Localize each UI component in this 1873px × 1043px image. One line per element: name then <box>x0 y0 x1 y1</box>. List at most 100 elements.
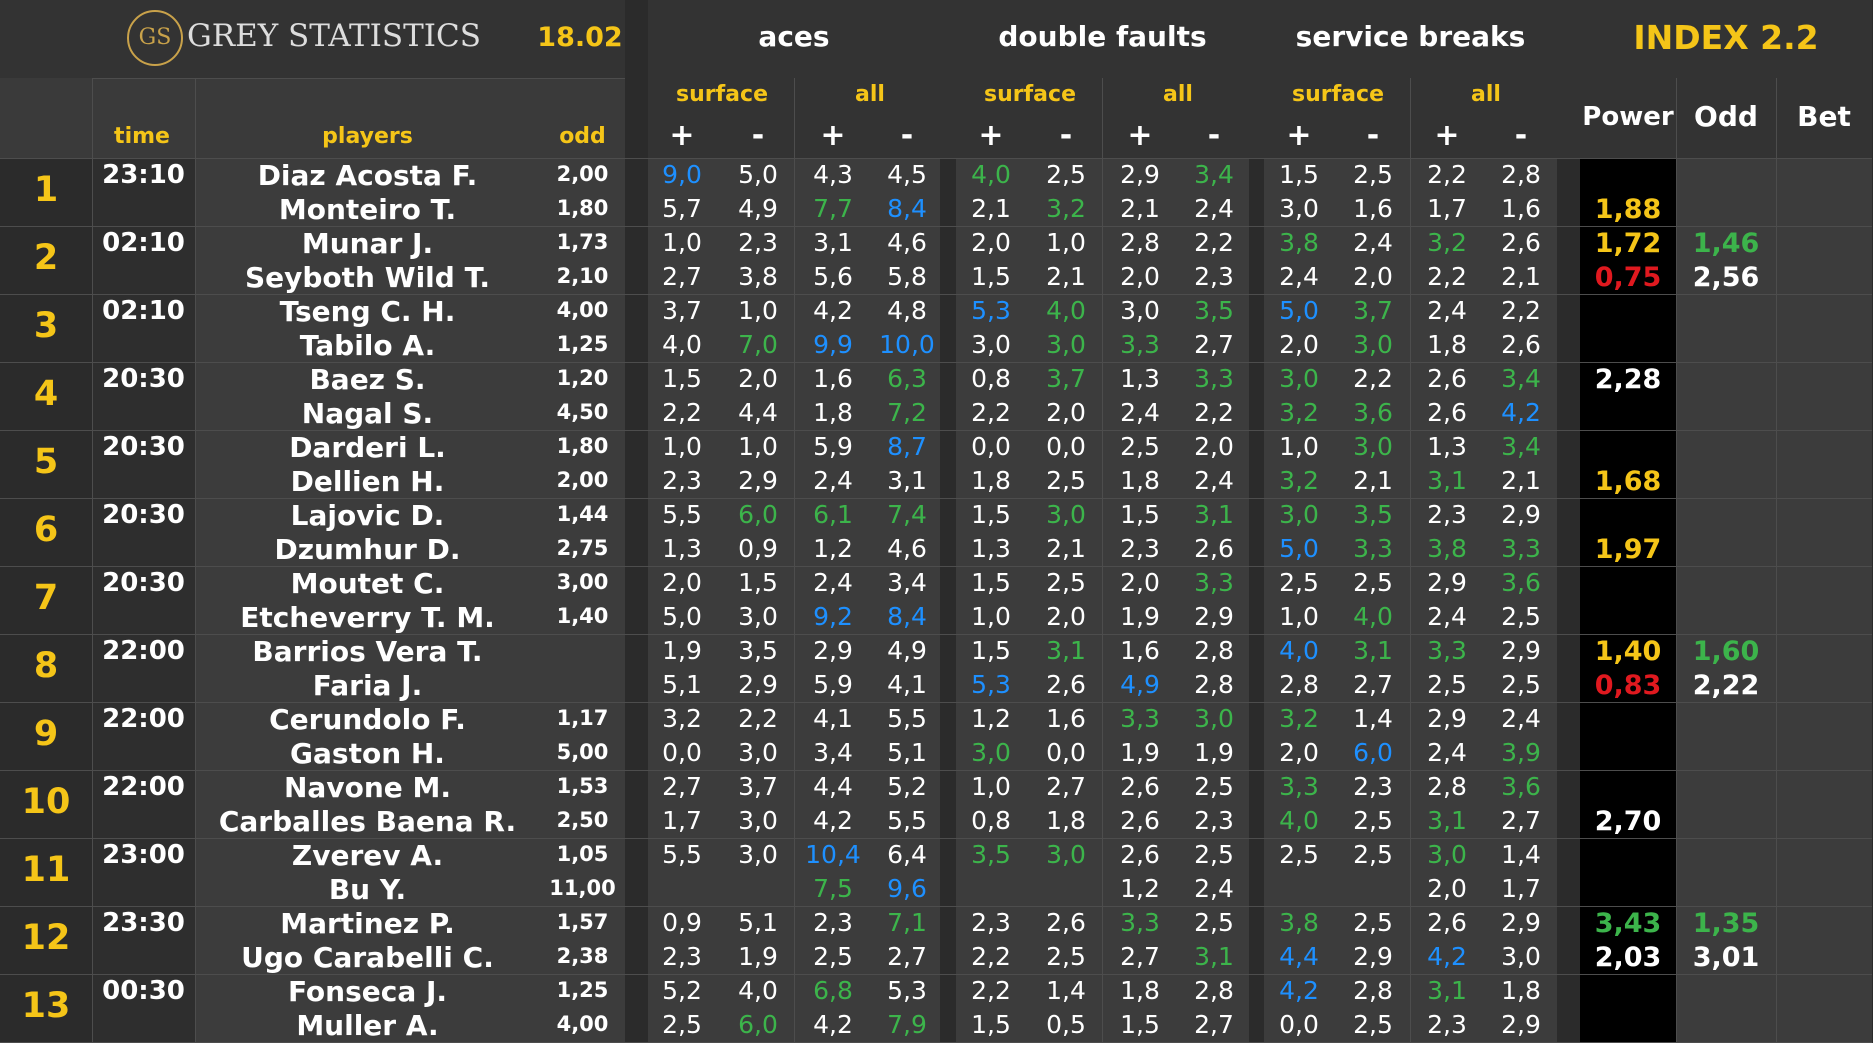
stat-value: 1,3 <box>1427 432 1467 461</box>
stat-value: 3,7 <box>738 772 778 801</box>
stat-value: 5,1 <box>738 908 778 937</box>
stat-value: 5,3 <box>887 976 927 1005</box>
col-divider <box>1102 78 1103 1043</box>
index-bg <box>1676 158 1872 226</box>
stat-value: 3,3 <box>1501 534 1541 563</box>
index-odd-value <box>1676 1010 1776 1042</box>
match-number: 6 <box>33 510 59 550</box>
stat-value: 10,0 <box>879 330 935 359</box>
power-value: 2,03 <box>1594 942 1662 973</box>
index-odd-value <box>1676 806 1776 838</box>
index-odd-value <box>1676 534 1776 566</box>
power-bg <box>1580 974 1676 1042</box>
power-value <box>1580 500 1676 532</box>
stat-value: 2,3 <box>1427 1010 1467 1039</box>
stat-value: 3,8 <box>1427 534 1467 563</box>
sheet-date: 18.02 <box>537 22 623 53</box>
stat-value: 3,2 <box>1279 398 1319 427</box>
index-odd-value <box>1676 466 1776 498</box>
col-time: time <box>114 124 170 149</box>
stat-value: 4,2 <box>1427 942 1467 971</box>
time-bg <box>92 294 195 362</box>
stat-value: 2,6 <box>1501 330 1541 359</box>
stat-value: 1,0 <box>1046 228 1086 257</box>
col-index-odd: Odd <box>1694 100 1758 133</box>
time-bg <box>92 838 195 906</box>
stat-value: 5,0 <box>662 602 702 631</box>
stat-value: 0,9 <box>738 534 778 563</box>
stat-value: 4,0 <box>1046 296 1086 325</box>
stat-value: 2,8 <box>1194 976 1234 1005</box>
stat-value: 2,6 <box>1194 534 1234 563</box>
stat-value: 3,8 <box>1279 908 1319 937</box>
player-odd: 1,25 <box>556 978 609 1002</box>
brand-name: GREY STATISTICS <box>187 18 482 54</box>
stat-value: 1,8 <box>971 466 1011 495</box>
player-name: Lajovic D. <box>290 499 445 532</box>
stat-value: 2,3 <box>971 908 1011 937</box>
stat-value: 3,5 <box>971 840 1011 869</box>
stat-value: 7,0 <box>738 330 778 359</box>
stat-value: 2,1 <box>1120 194 1160 223</box>
stat-value: 2,2 <box>1427 160 1467 189</box>
row-divider <box>0 362 1872 363</box>
player-odd: 1,40 <box>556 604 609 628</box>
stat-value: 3,1 <box>1427 806 1467 835</box>
stat-value: 2,9 <box>1501 1010 1541 1039</box>
index-odd-value <box>1676 296 1776 328</box>
time-bg <box>92 226 195 294</box>
stat-value: 1,5 <box>1120 1010 1160 1039</box>
player-name: Navone M. <box>284 771 451 804</box>
match-time: 02:10 <box>102 228 185 258</box>
stat-value: 2,4 <box>1427 602 1467 631</box>
stat-value: 1,6 <box>1501 194 1541 223</box>
stat-value: 1,9 <box>1120 602 1160 631</box>
stat-value: 2,3 <box>1194 262 1234 291</box>
stat-value: 2,3 <box>1120 534 1160 563</box>
subhead-plus: + <box>1127 118 1153 153</box>
stat-value: 6,4 <box>887 840 927 869</box>
stat-value: 9,9 <box>813 330 853 359</box>
match-time: 22:00 <box>102 636 185 666</box>
stat-value: 3,1 <box>1046 636 1086 665</box>
player-name: Dellien H. <box>290 465 445 498</box>
stat-value: 1,3 <box>971 534 1011 563</box>
stat-value: 10,4 <box>805 840 861 869</box>
stat-value: 3,1 <box>1427 466 1467 495</box>
stat-value: 3,7 <box>1046 364 1086 393</box>
time-bg <box>92 498 195 566</box>
col-divider <box>794 78 795 1043</box>
stat-value: 3,0 <box>738 738 778 767</box>
stat-value: 3,2 <box>662 704 702 733</box>
stat-value: 2,2 <box>1501 296 1541 325</box>
stat-value: 6,0 <box>1353 738 1393 767</box>
row-divider <box>0 566 1872 567</box>
stat-value: 5,3 <box>971 296 1011 325</box>
stat-value: 5,0 <box>1279 296 1319 325</box>
stat-value: 1,6 <box>1120 636 1160 665</box>
stat-value: 3,6 <box>1501 772 1541 801</box>
index-odd-value <box>1676 704 1776 736</box>
stat-value: 3,8 <box>738 262 778 291</box>
stat-value: 4,2 <box>813 1010 853 1039</box>
stat-value: 3,0 <box>1353 330 1393 359</box>
time-bg <box>92 158 195 226</box>
col-power: Power <box>1582 102 1674 132</box>
index-odd-value <box>1676 874 1776 906</box>
player-odd: 3,00 <box>556 570 609 594</box>
index-bg <box>1676 226 1872 294</box>
stat-value: 2,7 <box>1120 942 1160 971</box>
stat-value: 2,6 <box>1046 670 1086 699</box>
stat-value: 2,8 <box>1120 228 1160 257</box>
stat-value: 2,0 <box>971 228 1011 257</box>
stat-value: 2,0 <box>1046 602 1086 631</box>
stat-value: 1,5 <box>971 262 1011 291</box>
subhead-plus: + <box>669 118 695 153</box>
stat-value: 2,5 <box>1353 840 1393 869</box>
stat-value: 4,6 <box>887 228 927 257</box>
power-value <box>1580 874 1676 906</box>
stat-value: 8,4 <box>887 194 927 223</box>
player-odd: 1,17 <box>556 706 609 730</box>
stat-value: 2,5 <box>1046 568 1086 597</box>
player-name: Carballes Baena R. <box>218 805 517 838</box>
